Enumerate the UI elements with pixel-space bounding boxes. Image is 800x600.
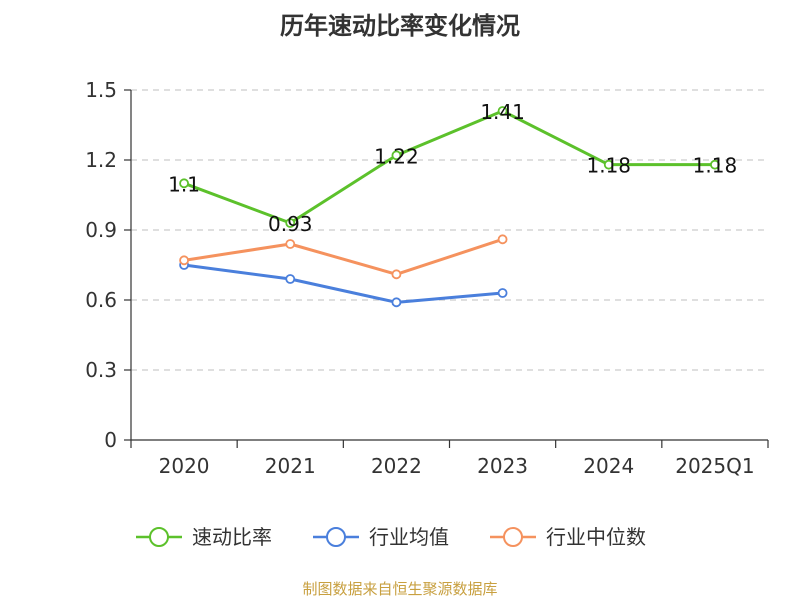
data-source-note: 制图数据来自恒生聚源数据库	[302, 580, 498, 598]
data-label-0-2: 1.22	[374, 144, 419, 168]
data-label-0-0: 1.1	[168, 172, 200, 196]
x-tick-label-1: 2021	[265, 454, 316, 478]
data-point-2-0	[179, 255, 189, 266]
series-line-2	[183, 237, 504, 276]
series-line-1	[183, 263, 503, 304]
data-point-0-1	[285, 218, 296, 228]
series-lines	[179, 106, 720, 308]
data-point-1-2	[391, 297, 402, 308]
y-tick-label-2: 0.6	[85, 288, 117, 312]
grid-lines	[131, 89, 768, 371]
legend-label-0: 速动比率	[192, 525, 272, 549]
data-label-0-5: 1.18	[693, 154, 738, 178]
y-tick-label-5: 1.5	[85, 78, 117, 102]
x-tick-label-2: 2022	[371, 454, 422, 478]
legend-label-2: 行业中位数	[546, 525, 646, 549]
data-point-2-3	[497, 234, 508, 245]
series-line-0	[183, 109, 715, 225]
data-labels: 1.1 0.93 1.22 1.41 1.18 1.18	[168, 100, 737, 236]
legend: 速动比率 行业均值 行业中位数	[136, 525, 646, 549]
data-point-0-3	[497, 106, 508, 116]
axes: 0 0.3 0.6 0.9 1.2 1.5 2020 2021 2022 2023 2024 2025…	[85, 78, 769, 478]
data-point-0-4	[603, 159, 614, 170]
data-point-2-1	[285, 239, 296, 249]
data-point-1-1	[285, 274, 296, 284]
x-tick-label-0: 2020	[159, 454, 210, 478]
legend-label-1: 行业均值	[369, 525, 449, 549]
data-point-2-2	[391, 269, 402, 280]
data-label-0-1: 0.93	[268, 212, 313, 236]
data-point-0-5	[710, 159, 720, 170]
data-point-1-3	[497, 288, 508, 298]
data-point-0-0	[179, 178, 189, 189]
data-point-0-2	[391, 150, 402, 161]
legend-marker-2	[503, 527, 523, 547]
y-tick-label-1: 0.3	[85, 358, 117, 382]
data-label-0-4: 1.18	[586, 154, 631, 178]
legend-marker-1	[326, 527, 346, 547]
x-tick-label-5: 2025Q1	[675, 454, 754, 478]
x-tick-label-3: 2023	[477, 454, 528, 478]
y-tick-label-4: 1.2	[85, 148, 117, 172]
x-tick-label-4: 2024	[583, 454, 634, 478]
chart-title: 历年速动比率变化情况	[280, 12, 520, 40]
y-tick-label-3: 0.9	[85, 218, 117, 242]
legend-marker-0	[149, 527, 169, 547]
y-tick-label-0: 0	[104, 428, 117, 452]
data-label-0-3: 1.41	[480, 100, 525, 124]
